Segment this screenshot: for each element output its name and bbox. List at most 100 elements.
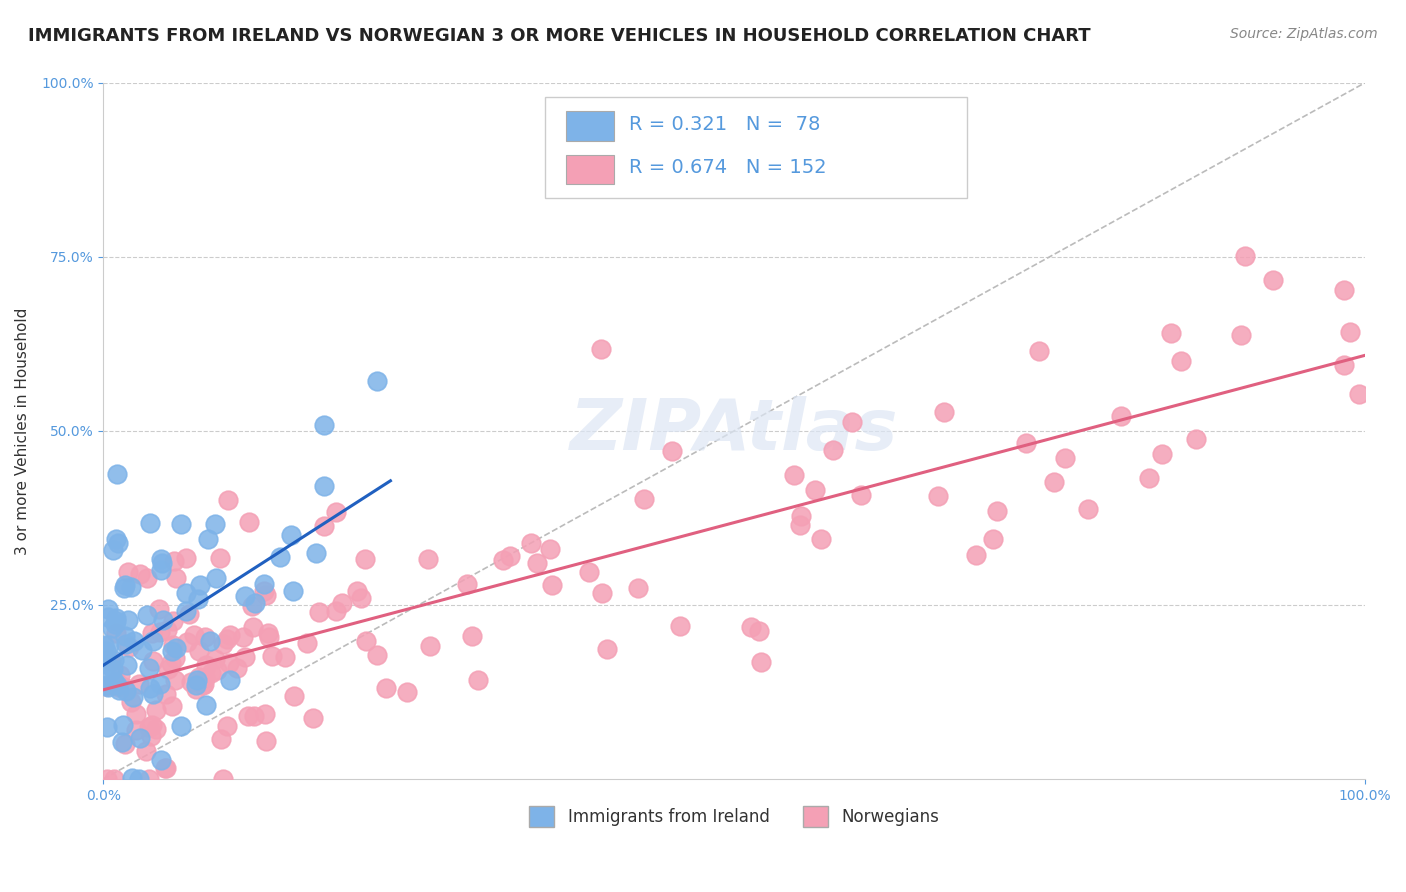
Point <box>934 405 956 419</box>
Point <box>186 678 208 692</box>
Point <box>204 517 226 532</box>
Point <box>200 665 222 680</box>
Y-axis label: 3 or more Vehicles in Household: 3 or more Vehicles in Household <box>15 307 30 555</box>
Point <box>354 551 377 566</box>
Point <box>849 488 872 502</box>
Point <box>165 571 187 585</box>
Point <box>312 418 335 433</box>
Point <box>155 687 177 701</box>
Text: ZIPAtlas: ZIPAtlas <box>569 396 898 466</box>
Point <box>155 761 177 775</box>
Point <box>131 643 153 657</box>
FancyBboxPatch shape <box>567 112 614 141</box>
Point <box>194 698 217 713</box>
Point <box>669 619 692 633</box>
Point <box>105 533 128 547</box>
Point <box>205 571 228 585</box>
Point <box>804 483 827 498</box>
Point <box>128 677 150 691</box>
Point <box>124 633 146 648</box>
Point <box>135 607 157 622</box>
Point <box>1333 358 1355 372</box>
Point <box>236 709 259 723</box>
Point <box>233 650 256 665</box>
Point <box>1137 471 1160 485</box>
Point <box>280 528 302 542</box>
Point <box>308 605 330 619</box>
Point <box>749 656 772 670</box>
Point <box>219 673 242 688</box>
Point <box>194 671 217 685</box>
Point <box>207 663 229 677</box>
Point <box>138 661 160 675</box>
Point <box>98 651 121 665</box>
Point <box>96 772 118 786</box>
Point <box>1170 353 1192 368</box>
Point <box>986 504 1008 518</box>
Point <box>165 673 187 688</box>
Point <box>330 596 353 610</box>
Point <box>253 577 276 591</box>
Point <box>1347 386 1369 401</box>
Point <box>1150 446 1173 460</box>
Point <box>366 648 388 663</box>
Point <box>114 578 136 592</box>
Point <box>1014 436 1036 450</box>
Point <box>325 505 347 519</box>
Point <box>135 744 157 758</box>
Point <box>105 614 128 628</box>
Point <box>211 772 233 786</box>
Point <box>96 720 118 734</box>
Point <box>142 634 165 648</box>
Point <box>1109 409 1132 423</box>
Point <box>103 772 125 786</box>
Point <box>810 532 832 546</box>
Point <box>96 657 118 671</box>
Point <box>93 638 115 652</box>
Point <box>141 625 163 640</box>
Point <box>149 754 172 768</box>
Point <box>170 516 193 531</box>
Point <box>374 681 396 695</box>
Point <box>94 679 117 693</box>
FancyBboxPatch shape <box>546 97 967 198</box>
Point <box>198 633 221 648</box>
Point <box>118 640 141 655</box>
Point <box>1028 344 1050 359</box>
Point <box>215 719 238 733</box>
Point <box>107 683 129 698</box>
Point <box>1043 475 1066 490</box>
Point <box>188 670 211 684</box>
Point <box>257 631 280 645</box>
Point <box>195 657 218 672</box>
Point <box>1160 326 1182 340</box>
Point <box>1230 327 1253 342</box>
Point <box>103 673 125 688</box>
Point <box>254 588 277 602</box>
Point <box>591 586 613 600</box>
Text: Source: ZipAtlas.com: Source: ZipAtlas.com <box>1230 27 1378 41</box>
Point <box>841 415 863 429</box>
Point <box>541 577 564 591</box>
Point <box>243 708 266 723</box>
Point <box>138 772 160 786</box>
Legend: Immigrants from Ireland, Norwegians: Immigrants from Ireland, Norwegians <box>523 799 946 833</box>
Point <box>128 772 150 786</box>
Point <box>790 508 813 523</box>
Point <box>242 620 264 634</box>
Point <box>748 624 770 638</box>
Point <box>114 737 136 751</box>
Point <box>188 643 211 657</box>
Point <box>160 644 183 658</box>
Text: IMMIGRANTS FROM IRELAND VS NORWEGIAN 3 OR MORE VEHICLES IN HOUSEHOLD CORRELATION: IMMIGRANTS FROM IRELAND VS NORWEGIAN 3 O… <box>28 27 1091 45</box>
Point <box>163 650 186 665</box>
Point <box>149 625 172 640</box>
Point <box>193 677 215 691</box>
Point <box>149 676 172 690</box>
Point <box>262 648 284 663</box>
Point <box>783 467 806 482</box>
Point <box>108 680 131 694</box>
Point <box>346 583 368 598</box>
Point <box>111 735 134 749</box>
Point <box>117 565 139 579</box>
